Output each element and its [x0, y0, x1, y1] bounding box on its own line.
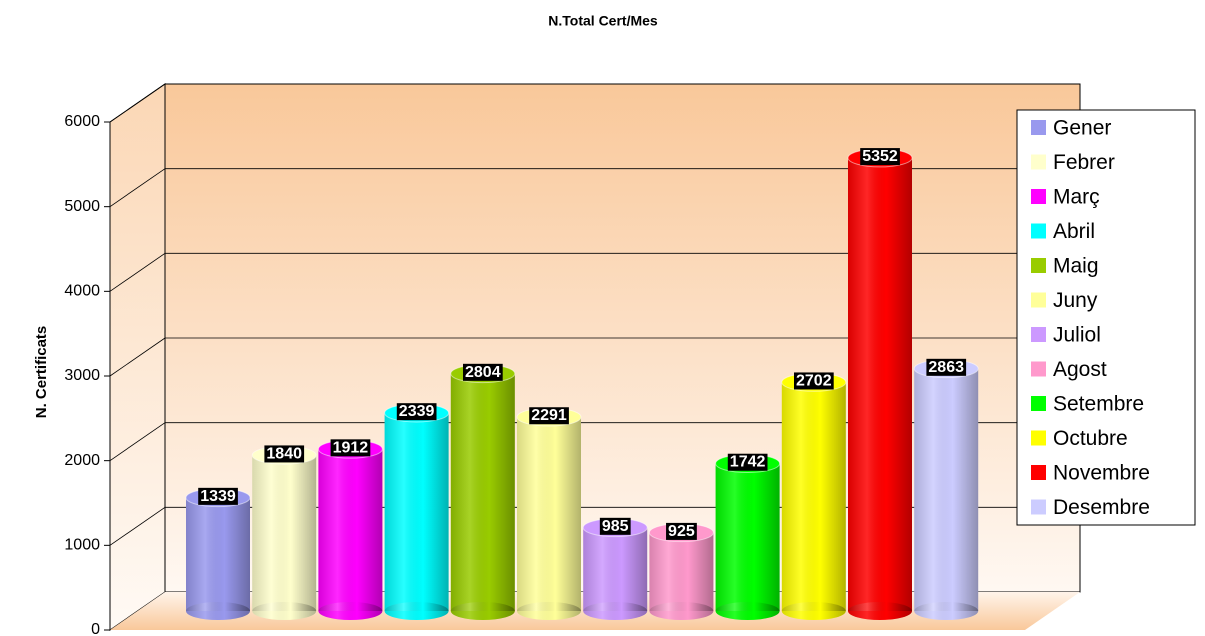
- data-label: 1912: [333, 439, 369, 456]
- legend-label: Novembre: [1053, 462, 1150, 485]
- data-label: 1840: [266, 445, 302, 462]
- legend-label: Maig: [1053, 255, 1099, 278]
- data-label-bg: [529, 407, 569, 425]
- y-tick-label: 6000: [64, 113, 100, 130]
- bar-shade: [781, 602, 846, 620]
- legend-label: Juny: [1053, 289, 1098, 312]
- data-label: 2702: [796, 372, 832, 389]
- y-tick-label: 5000: [64, 198, 100, 215]
- bar-shade: [450, 373, 515, 611]
- data-label-bg: [794, 372, 834, 390]
- bar-shade: [252, 602, 317, 620]
- bar-shade: [450, 602, 515, 620]
- grid-line: [109, 422, 166, 461]
- bar-shade: [715, 602, 780, 620]
- bar-shade: [186, 497, 250, 611]
- grid-line: [109, 337, 166, 377]
- y-tick-label: 2000: [64, 452, 100, 469]
- grid-line: [109, 253, 166, 292]
- grid-line: [109, 168, 166, 207]
- bar-shade: [649, 602, 714, 620]
- legend-swatch: [1031, 120, 1046, 135]
- bar-shade: [517, 602, 581, 620]
- data-label-bg: [926, 358, 967, 376]
- bar-shade: [186, 602, 250, 620]
- data-label-bg: [198, 487, 238, 505]
- data-label-bg: [666, 522, 697, 540]
- legend-swatch: [1031, 292, 1046, 308]
- bar-shade: [848, 157, 912, 611]
- legend-swatch: [1031, 465, 1046, 480]
- y-tick-label: 1000: [64, 537, 100, 554]
- legend-swatch: [1031, 189, 1046, 204]
- data-label: 925: [668, 523, 695, 540]
- bar-shade: [517, 417, 581, 611]
- bar-shade: [252, 455, 317, 611]
- data-label-bg: [599, 517, 631, 535]
- bar-shade: [848, 602, 912, 620]
- bar-shade: [914, 368, 979, 611]
- plot: 0 1000 2000 3000 4000 5000 6000 1339 1840 1912 233…: [64, 83, 1080, 636]
- legend-swatch: [1031, 361, 1046, 377]
- legend-swatch: [1031, 258, 1046, 273]
- bar-shade: [715, 463, 780, 611]
- bar-shade: [583, 527, 648, 611]
- data-label: 985: [602, 518, 629, 535]
- legend-swatch: [1031, 327, 1046, 342]
- data-label: 1742: [730, 454, 766, 471]
- data-label-bg: [860, 148, 900, 166]
- y-axis-label: N. Certificats: [33, 326, 50, 419]
- y-tick-label: 3000: [64, 367, 100, 384]
- bar-shade: [914, 602, 979, 620]
- bar-shade: [318, 602, 383, 620]
- legend-swatch: [1031, 396, 1046, 411]
- legend-label: Desembre: [1053, 496, 1150, 519]
- data-label: 5352: [862, 148, 898, 165]
- legend-label: Agost: [1053, 358, 1107, 381]
- data-label-bg: [396, 403, 437, 421]
- bar-shade: [649, 532, 714, 611]
- chart-title: N.Total Cert/Mes: [548, 13, 658, 29]
- data-label-bg: [463, 363, 503, 381]
- bar-shade: [781, 382, 846, 611]
- y-tick-label: 4000: [64, 283, 100, 300]
- data-label: 2804: [465, 364, 501, 381]
- legend-swatch: [1031, 223, 1046, 239]
- data-label-bg: [264, 445, 305, 463]
- legend-label: Abril: [1053, 220, 1095, 243]
- bar-shade: [384, 412, 449, 611]
- bar-shade: [384, 602, 449, 620]
- data-label: 1339: [200, 488, 236, 505]
- grid-line: [109, 507, 166, 546]
- bar-shade: [318, 449, 383, 611]
- grid-line: [109, 83, 166, 123]
- legend: [1016, 109, 1196, 526]
- y-tick-label: 0: [91, 621, 100, 636]
- legend-label: Setembre: [1053, 393, 1144, 416]
- legend-label: Octubre: [1053, 427, 1128, 450]
- legend-swatch: [1031, 430, 1046, 446]
- legend-label: Juliol: [1053, 324, 1101, 347]
- legend-label: Febrer: [1053, 151, 1115, 174]
- data-label: 2339: [399, 403, 435, 420]
- legend-label: Març: [1053, 186, 1100, 209]
- data-label: 2863: [928, 359, 964, 376]
- legend-label: Gener: [1053, 117, 1111, 140]
- data-label-bg: [727, 453, 768, 471]
- legend-swatch: [1031, 154, 1046, 170]
- legend-swatch: [1031, 499, 1046, 515]
- data-label: 2291: [531, 407, 567, 424]
- bar-shade: [583, 602, 648, 620]
- data-label-bg: [330, 439, 371, 457]
